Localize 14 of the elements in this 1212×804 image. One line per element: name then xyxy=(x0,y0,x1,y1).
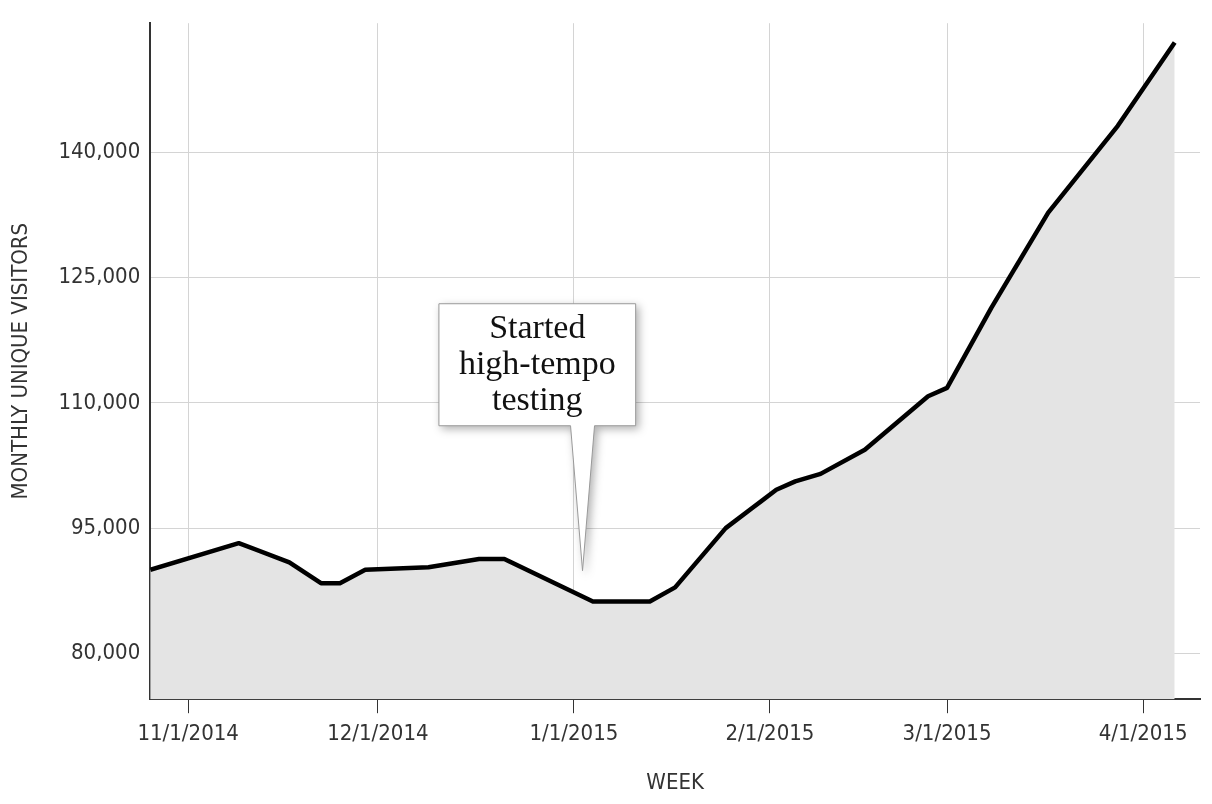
y-tick-label: 125,000 xyxy=(58,263,141,289)
x-tick-label: 3/1/2015 xyxy=(902,720,992,746)
x-tick-label: 11/1/2014 xyxy=(137,720,239,746)
x-tick-label: 12/1/2014 xyxy=(327,720,429,746)
y-axis-title: MONTHLY UNIQUE VISITORS xyxy=(6,222,32,500)
x-tick-label: 4/1/2015 xyxy=(1098,720,1188,746)
x-axis-title: WEEK xyxy=(646,768,705,794)
y-tick-label: 110,000 xyxy=(58,388,141,414)
x-tick-label: 2/1/2015 xyxy=(725,720,815,746)
annotation: Started high-tempo testing xyxy=(458,307,616,417)
y-tick-label: 80,000 xyxy=(70,639,141,665)
x-tick-label: 1/1/2015 xyxy=(529,720,619,746)
y-tick-label: 95,000 xyxy=(70,513,141,539)
y-tick-label: 140,000 xyxy=(58,138,141,164)
